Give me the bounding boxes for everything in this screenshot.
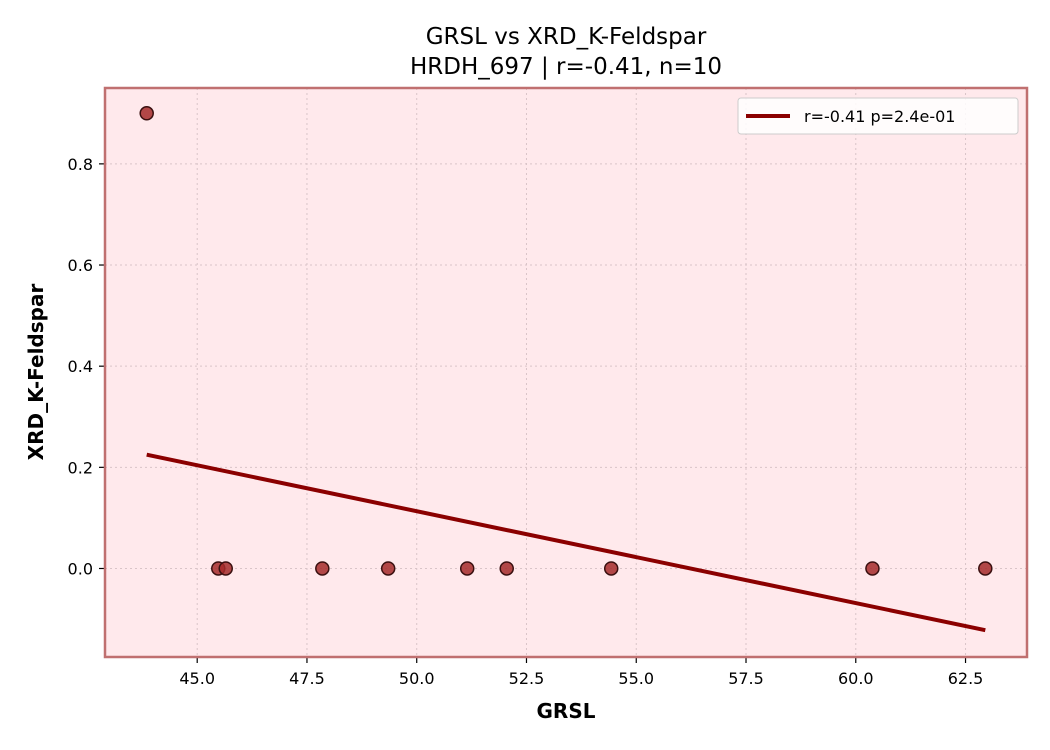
x-tick-label: 50.0 [399, 669, 435, 688]
regression-line-layer [146, 452, 986, 633]
chart-subtitle: HRDH_697 | r=-0.41, n=10 [410, 54, 722, 80]
legend-entry-label: r=-0.41 p=2.4e-01 [804, 107, 955, 126]
x-tick-label: 62.5 [948, 669, 984, 688]
y-tick-label: 0.8 [68, 155, 93, 174]
x-tick-label: 55.0 [618, 669, 654, 688]
y-tick-label: 0.4 [68, 357, 93, 376]
plot-border [103, 86, 1029, 659]
scatter-point [218, 561, 233, 576]
scatter-point [865, 561, 880, 576]
x-tick-label: 52.5 [509, 669, 545, 688]
scatter-point [139, 106, 154, 121]
y-tick-label: 0.6 [68, 256, 93, 275]
scatter-point [459, 561, 475, 576]
x-tick-label: 45.0 [179, 669, 215, 688]
y-tick-label: 0.0 [68, 559, 93, 578]
y-axis: 0.0 0.2 0.4 0.6 0.8 [68, 155, 105, 578]
scatter-point [380, 561, 396, 576]
legend-box [737, 97, 1019, 135]
chart-title: GRSL vs XRD_K-Feldspar [426, 24, 707, 50]
legend: r=-0.41 p=2.4e-01 [737, 97, 1019, 135]
y-tick-label: 0.2 [68, 458, 93, 477]
regression-line [146, 452, 986, 633]
x-tick-label: 60.0 [838, 669, 874, 688]
y-axis-label: XRD_K-Feldspar [24, 284, 48, 461]
x-axis: 45.0 47.5 50.0 52.5 55.0 57.5 60.0 62.5 [179, 657, 983, 688]
x-axis-label: GRSL [537, 699, 596, 723]
scatter-point [499, 561, 514, 576]
scatter-points-layer [139, 106, 993, 576]
x-tick-label: 47.5 [289, 669, 325, 688]
x-tick-label: 57.5 [728, 669, 764, 688]
plot-area [105, 88, 1027, 657]
grid-lines [105, 88, 1027, 657]
scatter-point [603, 561, 619, 576]
scatter-point [315, 561, 330, 576]
scatter-point [978, 561, 993, 576]
